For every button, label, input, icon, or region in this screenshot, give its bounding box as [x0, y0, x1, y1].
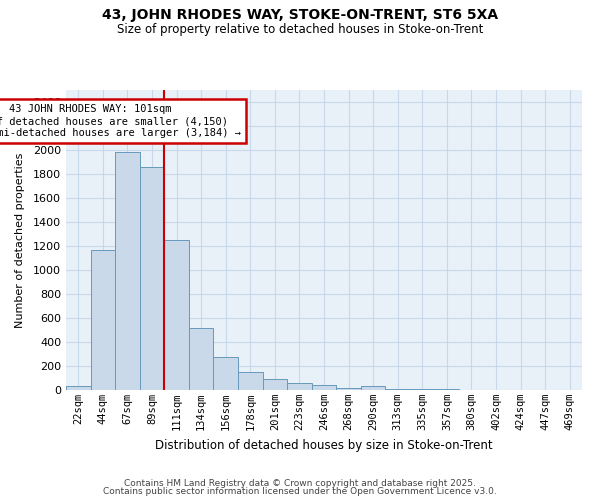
Bar: [214, 357, 238, 390]
Bar: [336, 388, 361, 390]
Bar: [164, 240, 189, 390]
Text: 43, JOHN RHODES WAY, STOKE-ON-TRENT, ST6 5XA: 43, JOHN RHODES WAY, STOKE-ON-TRENT, ST6…: [102, 8, 498, 22]
Y-axis label: Number of detached properties: Number of detached properties: [14, 152, 25, 328]
Bar: [66, 386, 91, 390]
Text: 43 JOHN RHODES WAY: 101sqm
← 56% of detached houses are smaller (4,150)
43% of s: 43 JOHN RHODES WAY: 101sqm ← 56% of deta…: [0, 104, 241, 138]
Bar: [263, 379, 287, 390]
Text: Contains HM Land Registry data © Crown copyright and database right 2025.: Contains HM Land Registry data © Crown c…: [124, 478, 476, 488]
Text: Size of property relative to detached houses in Stoke-on-Trent: Size of property relative to detached ho…: [117, 22, 483, 36]
X-axis label: Distribution of detached houses by size in Stoke-on-Trent: Distribution of detached houses by size …: [155, 438, 493, 452]
Bar: [115, 152, 140, 390]
Text: Contains public sector information licensed under the Open Government Licence v3: Contains public sector information licen…: [103, 487, 497, 496]
Bar: [312, 385, 336, 390]
Bar: [189, 328, 214, 390]
Bar: [91, 250, 115, 390]
Bar: [361, 386, 385, 390]
Bar: [385, 389, 410, 390]
Bar: [140, 167, 164, 390]
Bar: [287, 384, 312, 390]
Bar: [238, 372, 263, 390]
